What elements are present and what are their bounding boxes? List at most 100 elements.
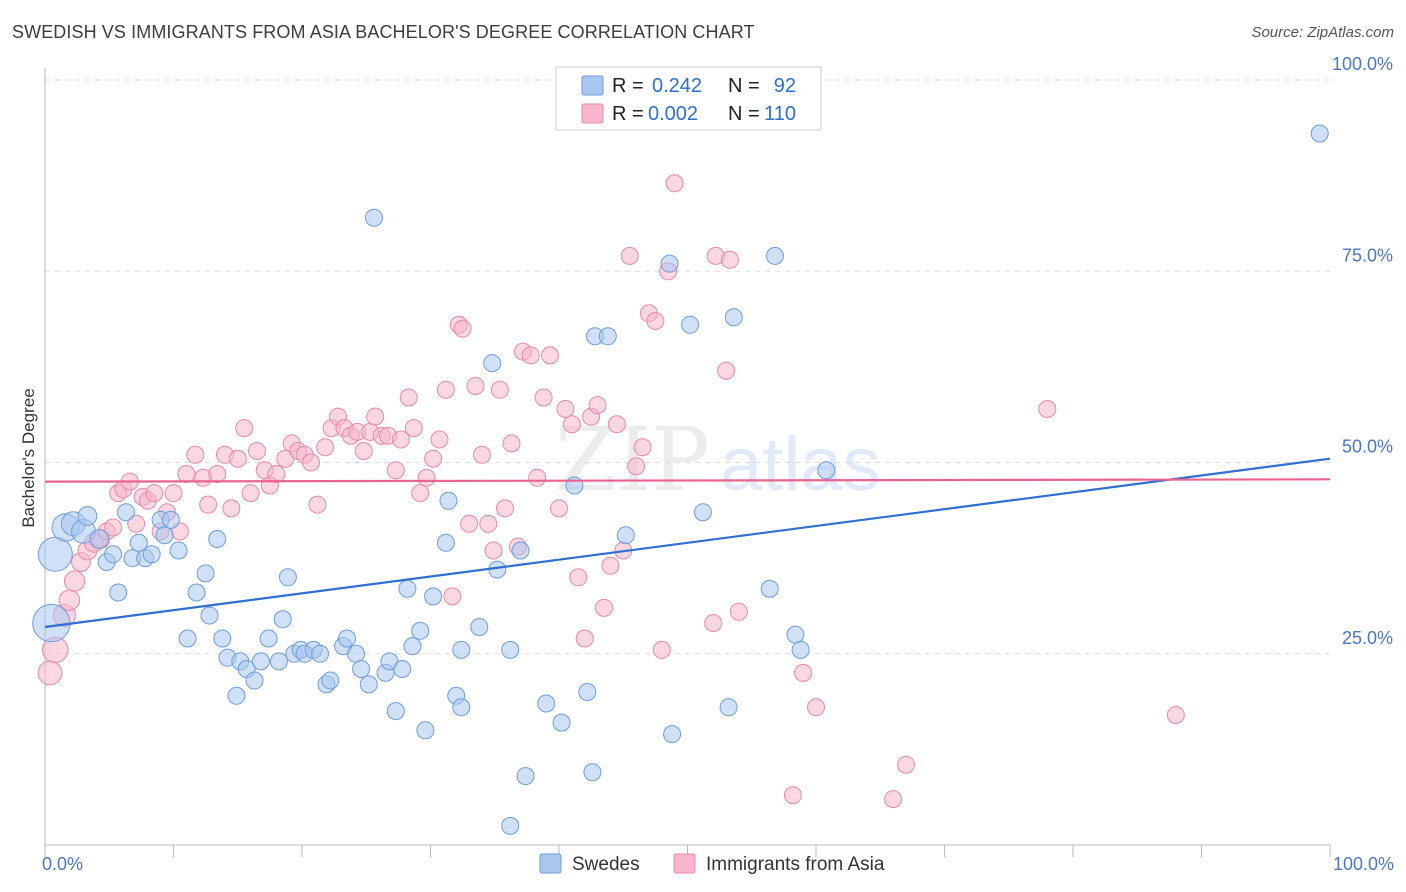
point-swedes: [89, 529, 109, 549]
point-swedes: [142, 545, 161, 564]
point-immigrants-from-asia: [228, 449, 247, 468]
trend-line-swedes: [44, 457, 1331, 629]
y-tick-label: 50.0%: [1342, 437, 1393, 457]
series-legend: Swedes Immigrants from Asia: [539, 853, 885, 875]
legend-swatch-swedes: [581, 75, 604, 96]
y-tick-labels: 25.0% 50.0% 75.0% 100.0%: [1332, 54, 1393, 648]
point-swedes: [129, 533, 148, 552]
point-swedes: [501, 816, 520, 835]
point-swedes: [259, 629, 278, 648]
point-swedes: [278, 568, 297, 587]
point-immigrants-from-asia: [417, 468, 436, 487]
point-swedes: [213, 629, 232, 648]
point-immigrants-from-asia: [208, 465, 227, 483]
point-immigrants-from-asia: [729, 602, 748, 621]
point-immigrants-from-asia: [484, 541, 503, 560]
point-swedes: [724, 308, 743, 327]
point-swedes: [352, 660, 371, 678]
trend-line-immigrants-from-asia: [44, 478, 1331, 483]
point-immigrants-from-asia: [63, 570, 86, 592]
point-immigrants-from-asia: [248, 442, 266, 460]
point-immigrants-from-asia: [222, 499, 241, 518]
point-immigrants-from-asia: [528, 468, 547, 487]
point-immigrants-from-asia: [391, 430, 410, 449]
correlation-legend: R = 0.242 N = 92 R = 0.002 N = 110: [555, 66, 822, 131]
point-immigrants-from-asia: [502, 434, 521, 453]
point-immigrants-from-asia: [627, 457, 646, 476]
point-swedes: [161, 510, 180, 529]
point-immigrants-from-asia: [177, 465, 196, 483]
point-immigrants-from-asia: [411, 484, 430, 503]
point-swedes: [565, 476, 584, 495]
point-swedes: [681, 315, 700, 334]
point-immigrants-from-asia: [479, 514, 498, 533]
point-swedes: [416, 721, 435, 740]
point-swedes: [37, 536, 73, 572]
point-swedes: [178, 629, 197, 648]
point-swedes: [786, 625, 805, 644]
legend-n-value-immigrants: 110: [764, 103, 796, 125]
point-immigrants-from-asia: [366, 407, 385, 426]
y-tick-label: 75.0%: [1342, 245, 1393, 265]
point-immigrants-from-asia: [783, 786, 802, 805]
point-swedes: [104, 545, 123, 564]
point-swedes: [109, 583, 128, 602]
bottom-legend-swatch-swedes: [539, 853, 562, 874]
point-immigrants-from-asia: [472, 445, 491, 464]
point-immigrants-from-asia: [354, 442, 373, 460]
point-immigrants-from-asia: [386, 461, 405, 480]
trend-lines: [44, 457, 1331, 629]
point-immigrants-from-asia: [235, 419, 254, 438]
watermark-atlas: atlas: [720, 422, 881, 507]
point-immigrants-from-asia: [521, 346, 540, 365]
point-immigrants-from-asia: [424, 449, 443, 468]
point-immigrants-from-asia: [145, 484, 164, 503]
point-immigrants-from-asia: [717, 361, 736, 380]
grid-lines: [45, 79, 1330, 655]
legend-r-value-immigrants: 0.002: [648, 103, 698, 125]
point-immigrants-from-asia: [1166, 706, 1185, 724]
point-immigrants-from-asia: [562, 415, 581, 434]
point-swedes: [791, 640, 810, 659]
point-swedes: [403, 637, 422, 656]
point-immigrants-from-asia: [646, 312, 665, 330]
series-swedes-points: [32, 124, 1329, 835]
point-swedes: [765, 246, 784, 265]
point-swedes: [501, 640, 520, 659]
point-swedes: [760, 579, 779, 598]
chart-title: SWEDISH VS IMMIGRANTS FROM ASIA BACHELOR…: [12, 22, 755, 42]
y-axis-label: Bachelor's Degree: [19, 388, 38, 527]
point-swedes: [616, 526, 635, 545]
point-swedes: [817, 461, 836, 480]
point-swedes: [424, 587, 443, 606]
point-immigrants-from-asia: [430, 430, 449, 449]
point-immigrants-from-asia: [164, 484, 183, 503]
point-swedes: [311, 644, 329, 663]
bottom-legend-label-immigrants: Immigrants from Asia: [706, 854, 885, 875]
point-swedes: [719, 698, 738, 717]
point-immigrants-from-asia: [620, 246, 639, 265]
point-swedes: [483, 354, 502, 373]
point-immigrants-from-asia: [308, 495, 327, 514]
bottom-legend-label-swedes: Swedes: [572, 854, 640, 875]
point-swedes: [578, 683, 597, 701]
point-immigrants-from-asia: [460, 514, 479, 533]
point-immigrants-from-asia: [652, 640, 671, 659]
point-immigrants-from-asia: [588, 396, 607, 415]
point-immigrants-from-asia: [601, 556, 620, 575]
point-swedes: [321, 671, 340, 690]
point-swedes: [511, 541, 530, 560]
x-tick-label-min: 0.0%: [42, 854, 83, 874]
point-immigrants-from-asia: [569, 568, 588, 587]
point-swedes: [452, 640, 471, 659]
point-immigrants-from-asia: [807, 698, 825, 717]
point-immigrants-from-asia: [633, 438, 652, 457]
point-swedes: [598, 327, 617, 346]
point-immigrants-from-asia: [127, 514, 146, 533]
point-immigrants-from-asia: [199, 495, 218, 514]
point-swedes: [77, 506, 98, 526]
point-immigrants-from-asia: [104, 518, 123, 537]
point-swedes: [169, 541, 188, 560]
point-swedes: [393, 660, 412, 678]
bottom-legend-swatch-immigrants: [673, 853, 696, 874]
